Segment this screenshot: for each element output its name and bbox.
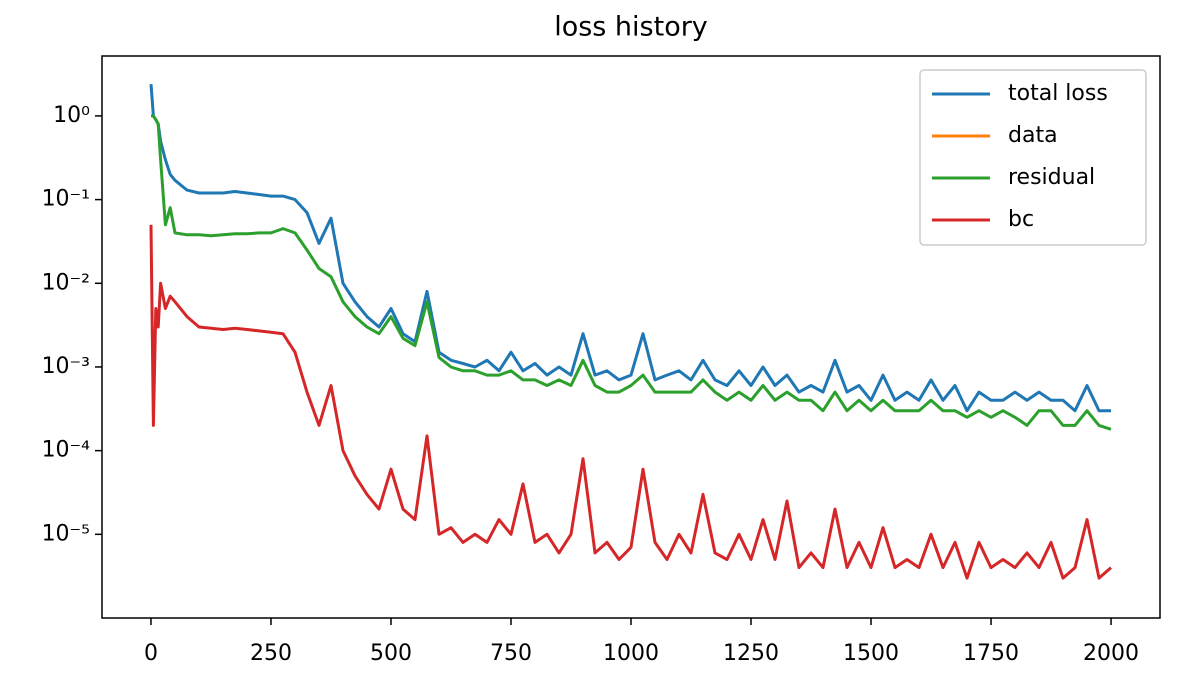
legend-box xyxy=(919,69,1147,246)
series-line xyxy=(151,114,1112,431)
plot-frame xyxy=(101,55,1161,619)
chart-title: loss history xyxy=(554,12,708,43)
y-tick-label: 10⁻¹ xyxy=(42,187,90,212)
x-tick-label: 2000 xyxy=(1083,641,1139,666)
legend-label: residual xyxy=(1008,165,1095,190)
y-tick-label: 10⁻² xyxy=(42,270,90,295)
y-tick-label: 10⁻⁴ xyxy=(42,438,91,463)
x-tick-label: 1750 xyxy=(963,641,1019,666)
x-tick-label: 500 xyxy=(370,641,412,666)
x-tick-label: 1500 xyxy=(843,641,899,666)
y-tick-label: 10⁻⁵ xyxy=(42,521,90,546)
y-tick-label: 10⁰ xyxy=(53,103,90,128)
legend-label: total loss xyxy=(1008,81,1108,106)
x-tick-label: 1000 xyxy=(603,641,659,666)
x-tick-label: 0 xyxy=(144,641,158,666)
y-tick-label: 10⁻³ xyxy=(42,354,90,379)
legend-label: bc xyxy=(1008,207,1034,232)
x-tick-label: 750 xyxy=(490,641,532,666)
series-line xyxy=(149,83,1111,413)
series-line xyxy=(149,224,1112,580)
legend-label: data xyxy=(1008,123,1058,148)
x-tick-label: 1250 xyxy=(723,641,779,666)
x-tick-label: 250 xyxy=(250,641,292,666)
